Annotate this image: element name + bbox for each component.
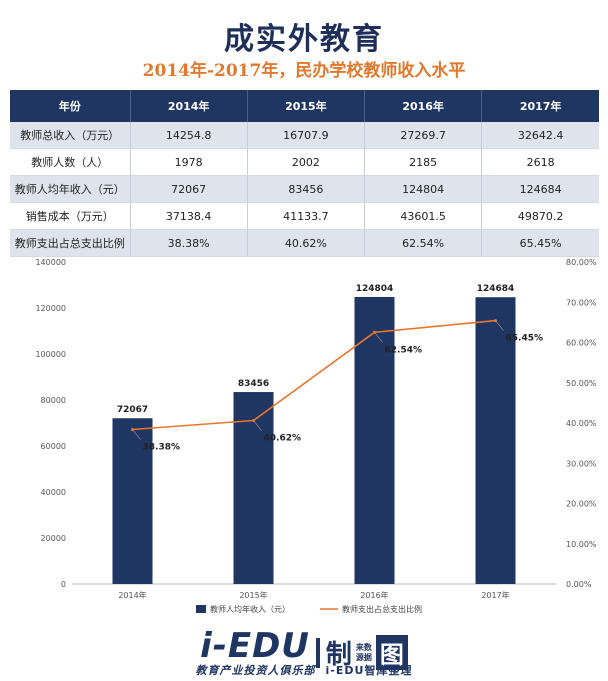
data-table: 年份 2014年 2015年 2016年 2017年 教师总收入（万元） 142…: [10, 90, 599, 257]
combo-chart: 0 20000 40000 60000 80000 100000 120000 140000 0…: [35, 258, 597, 614]
table-cell: 83456: [247, 175, 366, 203]
y-left-tick-label: 120000: [35, 304, 66, 313]
x-tick-label: 2017年: [481, 590, 509, 600]
bar-value-label: 124684: [477, 284, 515, 294]
y-left-tick-label: 140000: [35, 258, 66, 267]
y-right-tick-label: 40.00%: [566, 419, 597, 428]
table-row: 教师总收入（万元） 14254.8 16707.9 27269.7 32642.…: [10, 122, 599, 149]
logo-divider: [315, 637, 320, 668]
table-cell: 72067: [130, 175, 248, 203]
y-right-tick-label: 10.00%: [566, 540, 597, 549]
table-cell: 2185: [364, 148, 483, 176]
table-row: 销售成本（万元） 37138.4 41133.7 43601.5 49870.2: [10, 202, 599, 230]
y-right-tick-label: 50.00%: [566, 379, 597, 388]
footer-caption: 教育产业投资人俱乐部 i-EDU智库整理: [0, 662, 608, 678]
line-label-leader: [132, 429, 141, 440]
line-label-leader: [374, 332, 383, 343]
table-row: 教师支出占总支出比例 38.38% 40.62% 62.54% 65.45%: [10, 229, 599, 257]
y-right-tick-label: 80.00%: [566, 258, 597, 267]
table-cell: 43601.5: [364, 202, 483, 230]
table-cell: 62.54%: [364, 229, 483, 257]
y-left-tick-label: 100000: [35, 350, 66, 359]
table-header-cell: 2014年: [130, 90, 248, 122]
bar-value-label: 124804: [356, 284, 394, 294]
table-cell: 16707.9: [247, 122, 366, 149]
line-value-label: 62.54%: [385, 345, 423, 355]
y-left-tick-label: 60000: [41, 442, 66, 451]
bar: [233, 392, 274, 584]
y-left-tick-label: 0: [61, 580, 66, 589]
legend-line-label: 教师支出占总支出比例: [342, 604, 422, 614]
table-cell: 124804: [364, 175, 483, 203]
y-left-tick-label: 80000: [41, 396, 66, 405]
logo-source-text: 来数 源据: [356, 643, 372, 663]
table-cell: 65.45%: [481, 229, 599, 257]
legend-bar-label: 教师人均年收入（元）: [210, 604, 290, 614]
table-header-row: 年份 2014年 2015年 2016年 2017年: [10, 90, 599, 122]
x-tick-label: 2016年: [360, 590, 388, 600]
x-tick-label: 2015年: [239, 590, 267, 600]
bar: [112, 418, 153, 584]
bar: [475, 297, 516, 584]
table-cell: 38.38%: [130, 229, 248, 257]
table-cell: 14254.8: [130, 122, 248, 149]
table-header-cell: 2017年: [481, 90, 599, 122]
line-label-leader: [253, 420, 262, 431]
bar-value-label: 83456: [238, 379, 269, 389]
table-cell: 教师人数（人）: [10, 148, 131, 176]
y-right-tick-label: 20.00%: [566, 500, 597, 509]
page-title: 成实外教育: [224, 22, 384, 57]
x-tick-label: 2014年: [118, 590, 146, 600]
table-cell: 37138.4: [130, 202, 248, 230]
table-header-cell: 2016年: [364, 90, 483, 122]
footer-logo: i-EDU 制来数 源据图: [0, 626, 608, 671]
line-label-leader: [495, 320, 504, 331]
logo-zhi-text: 制: [325, 640, 352, 670]
y-left-tick-label: 20000: [41, 534, 66, 543]
line-value-label: 65.45%: [506, 334, 544, 344]
y-right-tick-label: 0.00%: [566, 580, 592, 589]
y-right-tick-label: 30.00%: [566, 459, 597, 468]
bar-value-label: 72067: [117, 405, 148, 415]
logo-tu-text: 图: [375, 635, 408, 670]
table-row: 教师人数（人） 1978 2002 2185 2618: [10, 148, 599, 176]
table-header-cell: 2015年: [247, 90, 366, 122]
logo-small-top: 来数: [355, 642, 372, 652]
table-cell: 2618: [481, 148, 599, 176]
table-cell: 销售成本（万元）: [10, 202, 131, 230]
table-cell: 49870.2: [481, 202, 599, 230]
y-right-tick-label: 70.00%: [566, 298, 597, 307]
table-cell: 教师支出占总支出比例: [10, 229, 131, 257]
table-cell: 1978: [130, 148, 248, 176]
table-cell: 40.62%: [247, 229, 366, 257]
table-cell: 教师总收入（万元）: [10, 122, 131, 149]
table-cell: 27269.7: [364, 122, 483, 149]
footer-club-name: 教育产业投资人俱乐部: [195, 664, 316, 677]
page-subtitle: 2014年-2017年，民办学校教师收入水平: [142, 61, 466, 81]
logo-small-bottom: 源据: [355, 652, 372, 662]
table-header-cell: 年份: [10, 90, 131, 122]
bar: [354, 296, 395, 584]
table-cell: 教师人均年收入（元）: [10, 175, 131, 203]
table-cell: 32642.4: [481, 122, 599, 149]
y-right-tick-label: 60.00%: [566, 339, 597, 348]
table-cell: 2002: [247, 148, 366, 176]
table-cell: 41133.7: [247, 202, 366, 230]
y-left-tick-label: 40000: [41, 488, 66, 497]
iedu-logo-text: i-EDU: [200, 626, 310, 666]
line-value-label: 38.38%: [143, 443, 181, 453]
footer-source-note: i-EDU智库整理: [325, 664, 413, 677]
legend-bar-swatch: [196, 605, 206, 613]
line-series-path: [132, 319, 496, 431]
table-row: 教师人均年收入（元） 72067 83456 124804 124684: [10, 175, 599, 203]
line-value-label: 40.62%: [264, 434, 302, 444]
table-cell: 124684: [481, 175, 599, 203]
